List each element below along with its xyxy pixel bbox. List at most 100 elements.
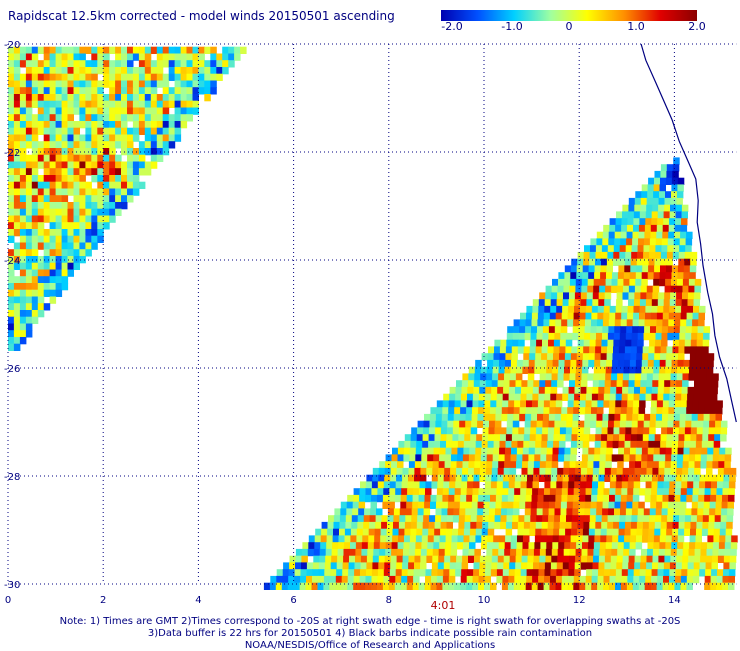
heatmap-cell	[49, 235, 57, 243]
heatmap-cell	[682, 292, 689, 300]
heatmap-cell	[320, 542, 327, 550]
heatmap-cell	[407, 569, 415, 577]
heatmap-cell	[13, 242, 21, 250]
heatmap-cell	[132, 67, 140, 75]
heatmap-cell	[656, 413, 663, 422]
heatmap-cell	[626, 319, 634, 327]
heatmap-cell	[588, 353, 596, 361]
heatmap-cell	[656, 407, 663, 415]
heatmap-cell	[121, 114, 128, 122]
heatmap-cell	[482, 434, 489, 442]
heatmap-cell	[719, 535, 726, 543]
heatmap-cell	[517, 346, 525, 354]
heatmap-cell	[483, 420, 490, 428]
heatmap-cell	[643, 515, 650, 523]
heatmap-cell	[669, 474, 677, 482]
heatmap-cell	[49, 222, 57, 230]
heatmap-cell	[447, 420, 454, 428]
heatmap-cell	[586, 569, 593, 577]
heatmap-cell	[519, 501, 526, 509]
heatmap-cell	[67, 121, 74, 129]
heatmap-cell	[606, 528, 614, 536]
heatmap-cell	[667, 420, 674, 428]
heatmap-cell	[596, 238, 603, 246]
heatmap-cell	[497, 467, 505, 476]
heatmap-cell	[711, 569, 718, 577]
heatmap-cell	[659, 184, 666, 192]
heatmap-cell	[330, 562, 338, 570]
heatmap-cell	[61, 215, 69, 223]
heatmap-cell	[544, 562, 552, 570]
heatmap-cell	[510, 373, 517, 381]
heatmap-cell	[671, 272, 678, 280]
heatmap-cell	[455, 481, 462, 489]
heatmap-cell	[388, 501, 395, 509]
heatmap-cell	[532, 386, 540, 395]
heatmap-cell	[653, 535, 661, 543]
heatmap-cell	[665, 278, 672, 287]
heatmap-cell	[37, 154, 45, 162]
heatmap-cell	[528, 359, 536, 368]
heatmap-cell	[441, 420, 448, 428]
heatmap-cell	[675, 474, 683, 482]
heatmap-cell	[608, 420, 615, 428]
heatmap-cell	[216, 60, 223, 68]
heatmap-cell	[431, 569, 438, 577]
heatmap-cell	[25, 242, 33, 250]
heatmap-cell	[568, 299, 575, 307]
heatmap-cell	[559, 521, 567, 530]
heatmap-cell	[8, 114, 15, 122]
heatmap-cell	[668, 494, 675, 503]
heatmap-cell	[73, 73, 80, 81]
heatmap-cell	[642, 434, 650, 442]
heatmap-cell	[73, 175, 80, 183]
heatmap-cell	[585, 494, 592, 503]
footnote-line-2: 3)Data buffer is 22 hrs for 20150501 4) …	[147, 628, 593, 639]
heatmap-cell	[73, 215, 80, 223]
heatmap-cell	[710, 393, 718, 401]
heatmap-cell	[144, 134, 152, 142]
heatmap-cell	[708, 515, 716, 523]
heatmap-cell	[55, 107, 63, 115]
heatmap-cell	[55, 276, 63, 284]
heatmap-cell	[19, 60, 27, 68]
heatmap-cell	[526, 488, 533, 496]
heatmap-cell	[406, 501, 413, 509]
heatmap-cell	[637, 515, 644, 523]
heatmap-cell	[638, 224, 646, 233]
heatmap-cell	[428, 521, 436, 530]
heatmap-cell	[411, 427, 418, 435]
heatmap-cell	[121, 141, 128, 149]
heatmap-cell	[43, 141, 51, 149]
heatmap-cell	[587, 467, 594, 476]
heatmap-cell	[382, 494, 390, 503]
heatmap-cell	[663, 386, 671, 395]
heatmap-cell	[675, 211, 682, 219]
heatmap-cell	[109, 154, 116, 162]
heatmap-cell	[420, 548, 428, 557]
heatmap-cell	[449, 474, 457, 482]
heatmap-cell	[174, 80, 182, 88]
heatmap-cell	[568, 481, 575, 489]
heatmap-cell	[636, 258, 644, 266]
heatmap-cell	[545, 461, 553, 469]
heatmap-cell	[8, 188, 15, 196]
heatmap-cell	[532, 575, 539, 584]
heatmap-cell	[8, 276, 15, 284]
heatmap-cell	[162, 46, 170, 54]
heatmap-cell	[565, 427, 573, 435]
heatmap-cell	[37, 60, 45, 68]
heatmap-cell	[608, 407, 616, 415]
heatmap-cell	[144, 127, 152, 135]
heatmap-cell	[658, 555, 665, 563]
heatmap-cell	[521, 380, 528, 388]
heatmap-cell	[657, 393, 664, 401]
heatmap-cell	[162, 73, 170, 81]
heatmap-cell	[630, 346, 638, 354]
heatmap-cell	[718, 454, 726, 462]
heatmap-cell	[690, 521, 697, 530]
heatmap-cell	[684, 427, 692, 435]
heatmap-cell	[588, 528, 596, 536]
heatmap-cell	[499, 535, 506, 543]
heatmap-cell	[511, 447, 518, 455]
